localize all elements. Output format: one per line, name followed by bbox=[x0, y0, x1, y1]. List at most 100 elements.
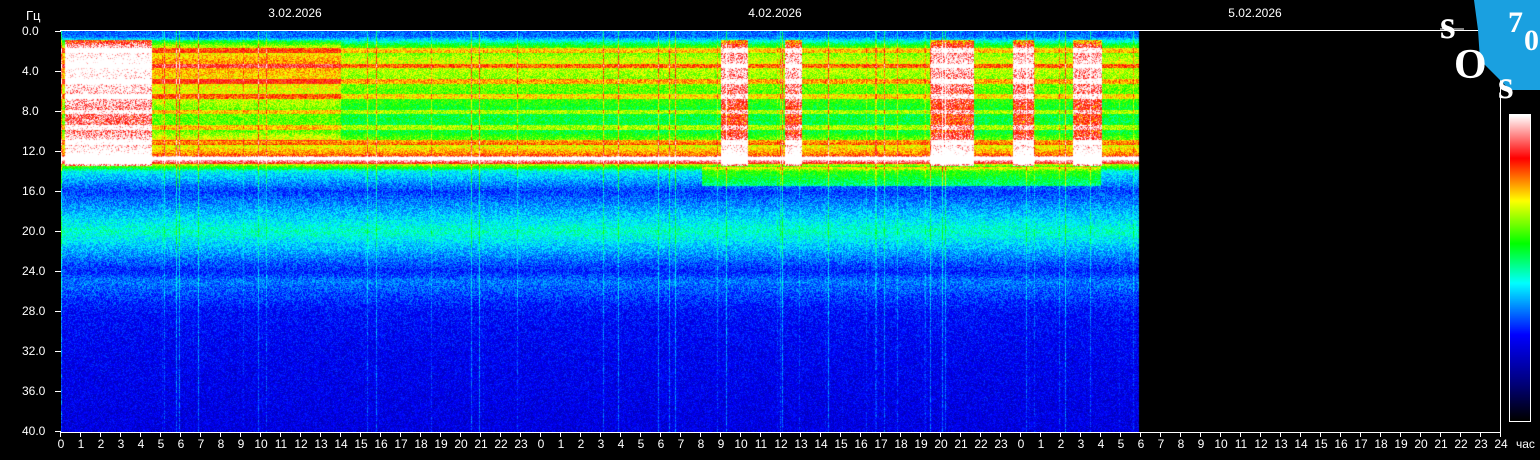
x-tick bbox=[520, 432, 521, 437]
x-tick-label: 22 bbox=[974, 437, 988, 451]
x-tick bbox=[240, 432, 241, 437]
y-tick bbox=[55, 111, 61, 112]
x-tick bbox=[1180, 432, 1181, 437]
x-tick-label: 6 bbox=[1137, 437, 1145, 451]
x-tick bbox=[280, 432, 281, 437]
x-tick-label: 2 bbox=[1057, 437, 1065, 451]
x-tick bbox=[1120, 432, 1121, 437]
x-tick-label: 16 bbox=[374, 437, 388, 451]
x-tick-label: 7 bbox=[677, 437, 685, 451]
x-tick-label: 13 bbox=[794, 437, 808, 451]
x-tick-label: 3 bbox=[1077, 437, 1085, 451]
x-tick-label: 20 bbox=[934, 437, 948, 451]
x-tick bbox=[340, 432, 341, 437]
date-label: 3.02.2026 bbox=[268, 6, 322, 20]
x-tick-label: 0 bbox=[57, 437, 65, 451]
x-tick-label: 7 bbox=[197, 437, 205, 451]
x-tick-label: 10 bbox=[254, 437, 268, 451]
x-tick bbox=[1000, 432, 1001, 437]
y-tick bbox=[55, 31, 61, 32]
x-tick bbox=[1460, 432, 1461, 437]
x-tick-label: 4 bbox=[617, 437, 625, 451]
x-tick-label: 12 bbox=[294, 437, 308, 451]
x-tick bbox=[300, 432, 301, 437]
y-tick-label: 8.0 bbox=[22, 104, 39, 118]
x-tick-label: 4 bbox=[137, 437, 145, 451]
svg-text:s: s bbox=[1440, 2, 1456, 47]
y-tick bbox=[55, 311, 61, 312]
y-tick-label: 40.0 bbox=[22, 424, 46, 438]
x-tick-label: 17 bbox=[1354, 437, 1368, 451]
x-tick bbox=[1500, 432, 1501, 437]
x-tick-label: 22 bbox=[1454, 437, 1468, 451]
x-tick-label: 12 bbox=[774, 437, 788, 451]
x-tick-label: 12 bbox=[1254, 437, 1268, 451]
y-axis-label: Гц bbox=[26, 8, 41, 23]
x-tick bbox=[460, 432, 461, 437]
x-tick-label: 0 bbox=[537, 437, 545, 451]
x-tick-label: 2 bbox=[97, 437, 105, 451]
svg-text:7: 7 bbox=[1508, 6, 1523, 39]
x-tick bbox=[80, 432, 81, 437]
x-tick bbox=[180, 432, 181, 437]
x-tick bbox=[700, 432, 701, 437]
x-tick bbox=[880, 432, 881, 437]
x-tick bbox=[200, 432, 201, 437]
y-tick bbox=[55, 231, 61, 232]
x-tick bbox=[1420, 432, 1421, 437]
x-tick-label: 1 bbox=[77, 437, 85, 451]
x-tick-label: 16 bbox=[854, 437, 868, 451]
x-tick-label: 21 bbox=[474, 437, 488, 451]
x-tick-label: 13 bbox=[1274, 437, 1288, 451]
x-tick-label: 2 bbox=[577, 437, 585, 451]
svg-text:O: O bbox=[1454, 42, 1487, 88]
x-tick-label: 16 bbox=[1334, 437, 1348, 451]
sos70-logo: s 7 0 O s bbox=[1440, 0, 1540, 100]
y-tick bbox=[55, 391, 61, 392]
x-tick-label: 17 bbox=[394, 437, 408, 451]
x-tick bbox=[1200, 432, 1201, 437]
x-tick bbox=[1300, 432, 1301, 437]
spectrogram-heatmap bbox=[61, 31, 1501, 432]
x-tick bbox=[1160, 432, 1161, 437]
x-tick-label: 8 bbox=[217, 437, 225, 451]
x-tick bbox=[160, 432, 161, 437]
y-tick bbox=[55, 151, 61, 152]
x-tick bbox=[680, 432, 681, 437]
x-tick-label: 10 bbox=[734, 437, 748, 451]
x-tick bbox=[900, 432, 901, 437]
x-tick bbox=[760, 432, 761, 437]
x-tick bbox=[1060, 432, 1061, 437]
x-tick-label: 20 bbox=[1414, 437, 1428, 451]
x-tick bbox=[960, 432, 961, 437]
x-tick-label: 7 bbox=[1157, 437, 1165, 451]
x-tick-label: 23 bbox=[1474, 437, 1488, 451]
y-tick-label: 24.0 bbox=[22, 264, 46, 278]
x-tick bbox=[260, 432, 261, 437]
x-tick bbox=[100, 432, 101, 437]
y-tick-label: 0.0 bbox=[22, 24, 39, 38]
x-tick-label: 5 bbox=[637, 437, 645, 451]
x-tick-label: 21 bbox=[954, 437, 968, 451]
x-tick-label: 6 bbox=[177, 437, 185, 451]
x-tick bbox=[660, 432, 661, 437]
x-tick bbox=[1440, 432, 1441, 437]
x-tick bbox=[1100, 432, 1101, 437]
x-tick-label: 19 bbox=[914, 437, 928, 451]
x-tick-label: 22 bbox=[494, 437, 508, 451]
x-tick-label: 21 bbox=[1434, 437, 1448, 451]
y-tick-label: 4.0 bbox=[22, 64, 39, 78]
x-tick-label: 5 bbox=[157, 437, 165, 451]
x-tick bbox=[1220, 432, 1221, 437]
x-tick bbox=[480, 432, 481, 437]
x-tick bbox=[1380, 432, 1381, 437]
x-tick-label: 20 bbox=[454, 437, 468, 451]
x-tick-label: 18 bbox=[894, 437, 908, 451]
x-tick bbox=[440, 432, 441, 437]
x-tick-label: 14 bbox=[814, 437, 828, 451]
x-tick bbox=[740, 432, 741, 437]
x-tick-label: 15 bbox=[1314, 437, 1328, 451]
x-tick bbox=[120, 432, 121, 437]
x-tick bbox=[800, 432, 801, 437]
x-tick bbox=[1040, 432, 1041, 437]
